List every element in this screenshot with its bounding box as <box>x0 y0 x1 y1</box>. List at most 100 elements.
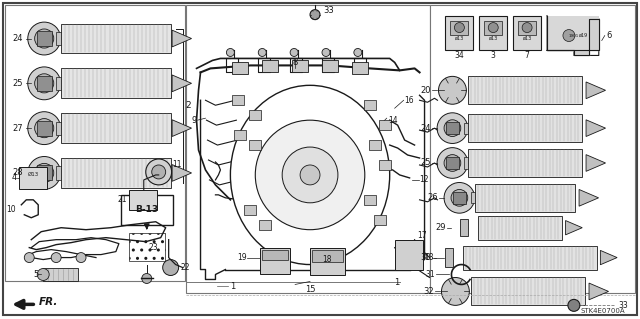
Text: 30: 30 <box>420 253 431 262</box>
Polygon shape <box>586 120 605 137</box>
Text: 1901: 1901 <box>569 33 579 38</box>
Text: 4: 4 <box>12 174 17 182</box>
Bar <box>513 16 541 50</box>
Bar <box>44 268 78 281</box>
Circle shape <box>310 10 320 19</box>
Circle shape <box>227 48 234 56</box>
Bar <box>129 190 157 210</box>
Bar <box>445 16 474 50</box>
Text: 21: 21 <box>117 195 127 204</box>
Circle shape <box>51 253 61 263</box>
Polygon shape <box>172 120 191 137</box>
Bar <box>364 195 376 205</box>
Bar <box>186 5 429 293</box>
Circle shape <box>259 48 266 56</box>
Text: 3: 3 <box>491 51 495 60</box>
Text: 17: 17 <box>417 231 427 240</box>
Text: 18: 18 <box>322 255 332 264</box>
Text: ø13: ø13 <box>522 36 532 41</box>
Bar <box>61 24 171 54</box>
Text: ø13: ø13 <box>455 36 464 41</box>
Text: 6: 6 <box>607 31 612 40</box>
Bar <box>36 76 52 91</box>
Bar <box>232 63 248 74</box>
Text: 16: 16 <box>404 96 414 105</box>
Bar <box>61 113 171 143</box>
Bar <box>36 31 52 46</box>
Circle shape <box>35 29 54 48</box>
Text: 20: 20 <box>420 86 431 95</box>
Bar <box>352 63 368 74</box>
Circle shape <box>442 278 469 305</box>
Polygon shape <box>172 30 191 47</box>
Bar <box>369 140 381 150</box>
Bar <box>453 192 465 204</box>
Circle shape <box>35 163 54 182</box>
Text: 9: 9 <box>191 116 196 125</box>
Circle shape <box>568 300 580 311</box>
Bar <box>379 120 390 130</box>
Bar <box>250 110 261 120</box>
Text: B-13: B-13 <box>135 205 158 214</box>
Text: 24: 24 <box>13 34 23 43</box>
Bar <box>5 5 184 281</box>
Circle shape <box>437 113 468 144</box>
Bar <box>56 167 67 180</box>
Bar <box>374 215 386 225</box>
Bar <box>292 60 308 72</box>
Bar <box>36 121 52 136</box>
Bar <box>470 192 479 204</box>
Circle shape <box>28 22 61 55</box>
Circle shape <box>322 48 330 56</box>
Text: 15: 15 <box>305 285 316 294</box>
Text: 27: 27 <box>13 124 23 133</box>
Bar <box>56 32 67 45</box>
Ellipse shape <box>230 85 390 264</box>
Bar <box>19 167 47 189</box>
Text: Ø13: Ø13 <box>28 171 39 176</box>
Text: 34: 34 <box>454 51 464 60</box>
Circle shape <box>300 165 320 185</box>
Bar <box>250 140 261 150</box>
Bar <box>518 21 536 34</box>
Bar <box>56 77 67 90</box>
Text: 25: 25 <box>13 79 23 88</box>
Text: 24: 24 <box>420 124 431 133</box>
Circle shape <box>255 120 365 230</box>
Circle shape <box>28 67 61 100</box>
Bar <box>479 16 507 50</box>
Bar <box>468 149 582 177</box>
Bar <box>446 157 458 169</box>
Bar <box>129 233 164 261</box>
Bar <box>460 219 468 236</box>
Text: 13: 13 <box>424 253 433 262</box>
Bar <box>310 248 345 276</box>
Circle shape <box>28 157 61 189</box>
Bar <box>468 76 582 104</box>
Text: 25: 25 <box>420 159 431 167</box>
Bar <box>262 60 278 72</box>
Text: 19: 19 <box>237 253 247 262</box>
Text: 1: 1 <box>394 278 399 287</box>
Circle shape <box>152 165 166 179</box>
Bar <box>260 248 290 273</box>
Bar <box>468 114 582 142</box>
Text: 10: 10 <box>6 205 17 214</box>
Polygon shape <box>566 220 582 235</box>
Circle shape <box>76 253 86 263</box>
Text: 26: 26 <box>428 193 438 202</box>
Circle shape <box>444 155 461 171</box>
Bar <box>451 21 468 34</box>
Text: 5: 5 <box>33 270 38 279</box>
Circle shape <box>37 269 49 280</box>
Text: 23: 23 <box>148 243 158 252</box>
Bar <box>547 16 599 50</box>
Bar <box>395 240 422 270</box>
Text: ø13: ø13 <box>488 36 498 41</box>
Text: ø19: ø19 <box>579 33 588 38</box>
Bar <box>463 246 596 270</box>
Circle shape <box>522 23 532 33</box>
Bar <box>232 95 244 105</box>
Circle shape <box>146 159 172 185</box>
Circle shape <box>354 48 362 56</box>
